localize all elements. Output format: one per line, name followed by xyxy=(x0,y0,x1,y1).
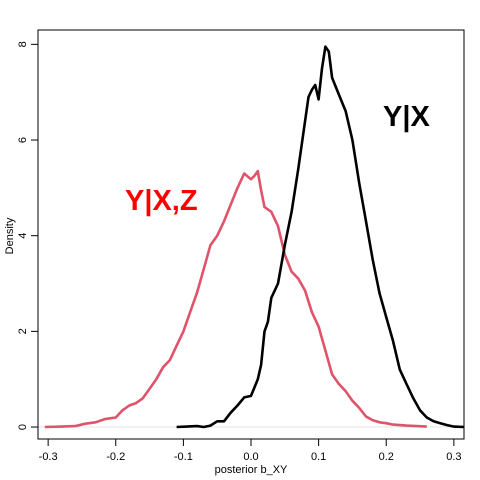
x-tick-label: 0.2 xyxy=(379,451,394,463)
series-label-y-given-x: Y|X xyxy=(383,101,430,133)
series-layer xyxy=(44,45,465,429)
series-line-y-given-x xyxy=(176,45,465,429)
x-tick-label: 0.3 xyxy=(446,451,461,463)
y-axis: 0 2 4 6 8 xyxy=(17,41,39,430)
x-tick-label: -0.2 xyxy=(106,451,125,463)
y-tick-label: 4 xyxy=(17,233,29,239)
x-tick-label: 0.0 xyxy=(243,451,258,463)
y-axis-label: Density xyxy=(4,217,16,254)
x-axis: -0.3 -0.2 -0.1 0.0 0.1 0.2 0.3 xyxy=(39,438,462,463)
plot-frame xyxy=(37,29,465,440)
series-line-y-given-x-z xyxy=(44,169,427,429)
y-tick-label: 8 xyxy=(17,41,29,47)
x-tick-label: -0.1 xyxy=(174,451,193,463)
y-tick-label: 0 xyxy=(17,424,29,430)
y-tick-label: 2 xyxy=(17,328,29,334)
x-axis-label: posterior b_XY xyxy=(215,464,288,476)
y-tick-label: 6 xyxy=(17,137,29,143)
x-tick-label: -0.3 xyxy=(39,451,58,463)
x-tick-label: 0.1 xyxy=(311,451,326,463)
series-label-y-given-x-z: Y|X,Z xyxy=(125,185,198,217)
